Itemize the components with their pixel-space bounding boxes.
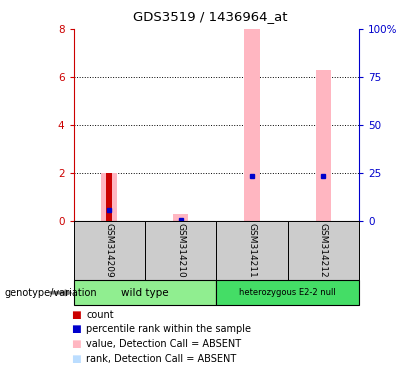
Text: GSM314212: GSM314212 <box>319 223 328 278</box>
Text: percentile rank within the sample: percentile rank within the sample <box>86 324 251 334</box>
Bar <box>288 221 359 280</box>
Bar <box>106 173 112 221</box>
Text: GDS3519 / 1436964_at: GDS3519 / 1436964_at <box>133 10 287 23</box>
Text: ■: ■ <box>71 310 81 320</box>
Bar <box>315 70 331 221</box>
Bar <box>216 221 288 280</box>
Text: rank, Detection Call = ABSENT: rank, Detection Call = ABSENT <box>86 354 236 364</box>
Bar <box>173 214 189 221</box>
Bar <box>216 280 359 305</box>
Bar <box>244 29 260 221</box>
Bar <box>74 221 145 280</box>
Bar <box>74 280 216 305</box>
Text: GSM314209: GSM314209 <box>105 223 114 278</box>
Text: ■: ■ <box>71 339 81 349</box>
Text: ■: ■ <box>71 354 81 364</box>
Bar <box>101 173 117 221</box>
Bar <box>145 221 216 280</box>
Text: GSM314210: GSM314210 <box>176 223 185 278</box>
Text: value, Detection Call = ABSENT: value, Detection Call = ABSENT <box>86 339 241 349</box>
Text: count: count <box>86 310 114 320</box>
Text: wild type: wild type <box>121 288 169 298</box>
Text: genotype/variation: genotype/variation <box>4 288 97 298</box>
Text: GSM314211: GSM314211 <box>247 223 257 278</box>
Text: heterozygous E2-2 null: heterozygous E2-2 null <box>239 288 336 297</box>
Text: ■: ■ <box>71 324 81 334</box>
